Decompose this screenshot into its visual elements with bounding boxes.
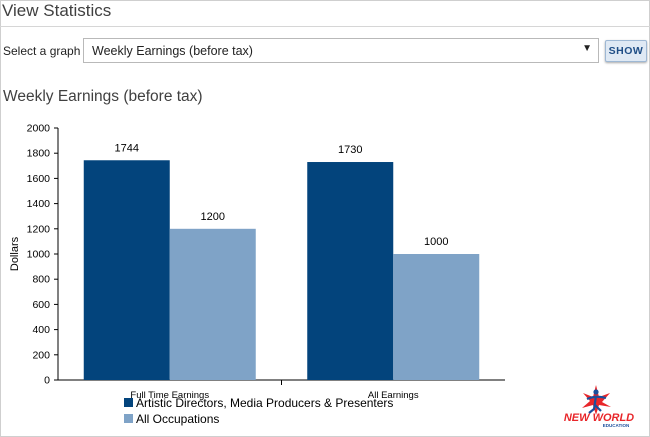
graph-select-value: Weekly Earnings (before tax): [92, 44, 253, 58]
y-tick-label: 1200: [27, 223, 51, 235]
legend-swatch: [124, 414, 133, 423]
y-axis-label: Dollars: [9, 236, 21, 271]
y-tick-label: 1800: [27, 148, 51, 160]
select-graph-label: Select a graph: [3, 44, 81, 58]
y-tick-label: 0: [44, 375, 50, 387]
legend-label: Artistic Directors, Media Producers & Pr…: [136, 396, 393, 410]
bar: [83, 160, 170, 380]
bar-data-label: 1200: [201, 211, 225, 223]
y-tick-label: 1600: [27, 173, 51, 185]
show-button[interactable]: SHOW: [605, 40, 647, 62]
y-tick-label: 800: [32, 274, 50, 286]
legend-swatch: [124, 398, 133, 407]
legend-label: All Occupations: [136, 412, 219, 426]
chart-heading: Weekly Earnings (before tax): [3, 88, 203, 105]
y-tick-label: 200: [32, 349, 50, 361]
star-figure-icon: [582, 385, 611, 415]
x-category-label: All Earnings: [368, 390, 419, 401]
bar-data-label: 1000: [424, 236, 448, 248]
y-tick-label: 600: [32, 299, 50, 311]
title-divider: [0, 26, 650, 27]
x-category-label: Full Time Earnings: [130, 390, 209, 401]
y-tick-label: 1400: [27, 198, 51, 210]
dropdown-arrow-icon[interactable]: ▼: [582, 43, 592, 54]
bar: [307, 162, 394, 380]
logo-text: NEW WORLD: [564, 412, 634, 424]
logo-subtext: EDUCATION: [603, 423, 629, 428]
y-tick-label: 2000: [27, 123, 51, 135]
y-tick-label: 1000: [27, 249, 51, 261]
page-title: View Statistics: [2, 1, 112, 20]
bar-data-label: 1730: [338, 144, 362, 156]
bar: [393, 254, 480, 380]
y-tick-label: 400: [32, 324, 50, 336]
new-world-education-logo: NEW WORLD EDUCATION: [564, 385, 634, 428]
graph-select[interactable]: Weekly Earnings (before tax) ▼: [83, 38, 599, 63]
bar-chart: 0 200 400 600 800 1000 1200 1400 1600 1800 2000 Dol…: [9, 123, 505, 426]
bar: [169, 228, 256, 380]
bar-data-label: 1744: [115, 142, 139, 154]
